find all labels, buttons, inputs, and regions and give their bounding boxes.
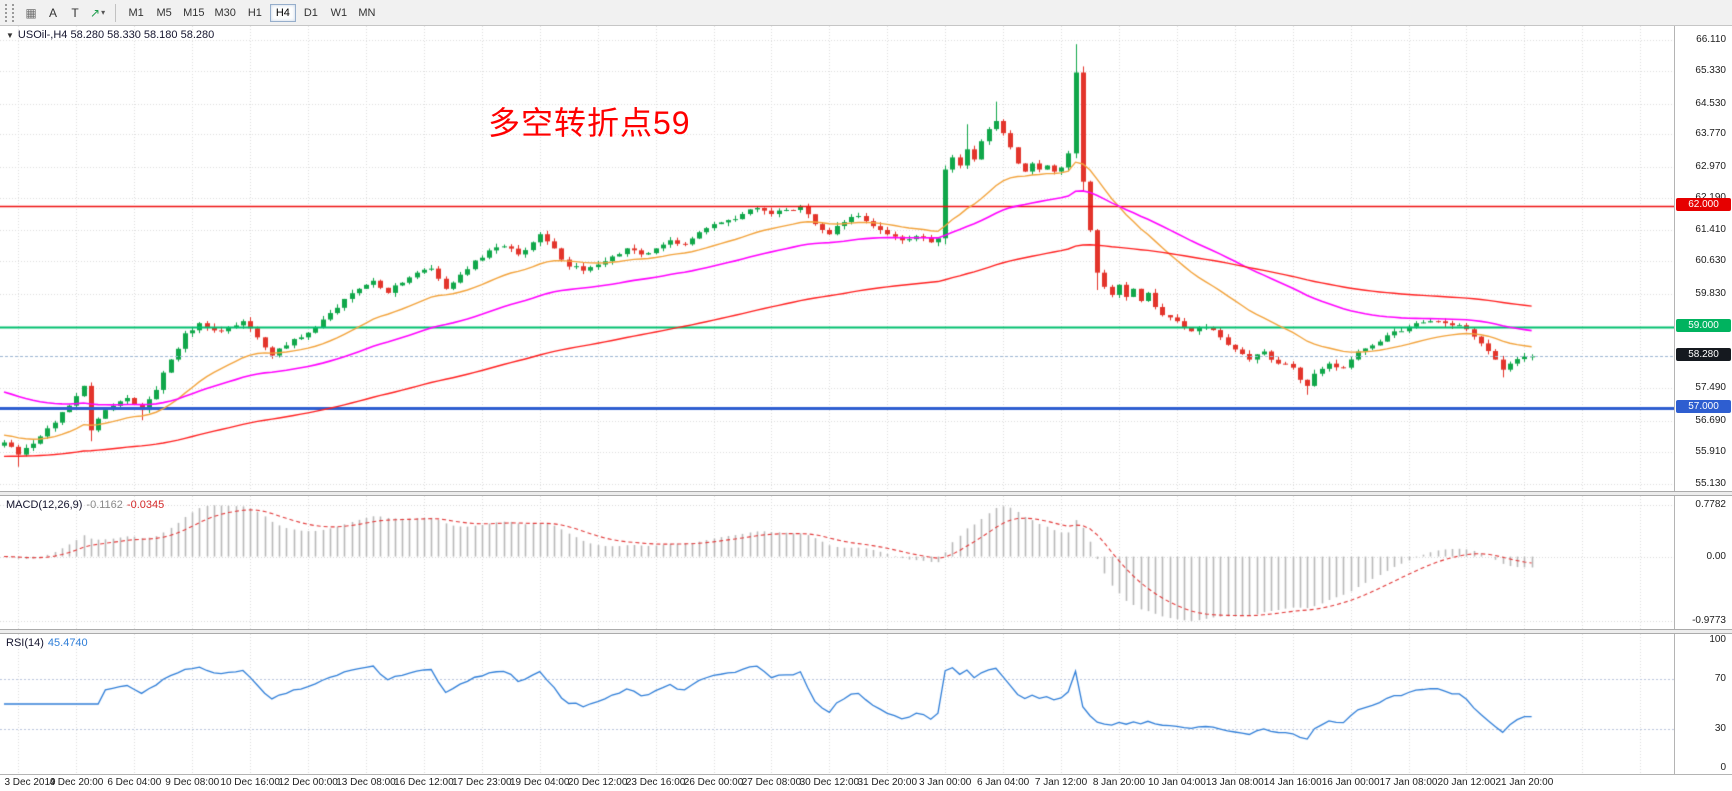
price-panel: ▼ USOil-,H4 58.280 58.330 58.180 58.280 多… [0,26,1732,491]
timeframe-m30-button[interactable]: M30 [210,4,239,22]
time-axis-label: 20 Jan 12:00 [1437,777,1496,788]
price-axis-label: 65.330 [1695,65,1726,77]
time-axis-label: 12 Dec 00:00 [278,777,338,788]
toolbar-icon-buttons: ▦ A T ↗ ▾ [20,3,109,23]
time-axis-label: 13 Jan 08:00 [1205,777,1264,788]
time-axis-label: 27 Dec 08:00 [741,777,802,788]
charts-grid-icon: ▦ [25,5,37,20]
rsi-label: RSI(14) 45.4740 [6,637,88,649]
price-badge-59.000: 59.000 [1676,319,1731,333]
timeframe-h4-button[interactable]: H4 [269,3,296,22]
timeframe-m1-button[interactable]: M1 [123,4,149,22]
price-badge-58.280: 58.280 [1676,348,1731,362]
time-axis[interactable]: 3 Dec 2019 4 Dec 20:00 6 Dec 04:00 9 Dec 08… [0,774,1732,791]
price-axis-label: 62.190 [1695,192,1726,203]
price-axis-label: 63.770 [1695,128,1726,140]
arrow-tool-icon: ↗ [90,5,101,20]
time-axis-label: 31 Dec 20:00 [857,777,918,788]
price-axis-label: 56.690 [1695,414,1726,426]
chart-expand-icon[interactable]: ▼ [6,31,14,40]
price-axis-label: 66.110 [1696,33,1726,45]
macd-canvas[interactable] [0,496,1675,629]
timeframe-w1-button[interactable]: W1 [326,4,352,22]
time-axis-label: 3 Dec 2019 [4,777,56,788]
time-axis-label: 8 Jan 20:00 [1092,777,1146,788]
timeframe-buttons: M1 M5 M15 M30 H1 H4 D1 W1 MN [122,3,381,22]
time-axis-label: 7 Jan 12:00 [1034,777,1088,788]
time-axis-label: 10 Dec 16:00 [220,777,280,788]
macd-axis-label: -0.9773 [1692,614,1726,626]
time-axis-label: 9 Dec 08:00 [165,777,220,788]
time-axis-label: 16 Jan 00:00 [1321,777,1380,788]
time-axis-label: 21 Jan 20:00 [1495,777,1554,788]
macd-label: MACD(12,26,9) -0.1162 -0.0345 [6,499,164,511]
arrow-tool-button[interactable]: ↗ ▾ [86,3,109,23]
price-axis[interactable]: 66.110 65.330 64.530 63.770 62.970 62.190 61.4… [1674,26,1732,491]
dropdown-caret-icon: ▾ [101,8,106,17]
time-axis-label: 30 Dec 12:00 [799,777,860,788]
time-axis-label: 17 Jan 08:00 [1379,777,1438,788]
chart-shift-icon: T [71,5,79,20]
timeframe-m15-button[interactable]: M15 [179,4,208,22]
price-axis-label: 55.130 [1695,477,1726,489]
chart-shift-button[interactable]: T [64,3,86,23]
price-axis-label: 59.830 [1695,287,1726,299]
price-badge-62.000: 62.000 [1676,197,1731,211]
time-axis-label: 26 Dec 00:00 [683,777,744,788]
price-axis-label: 57.490 [1695,382,1726,394]
toolbar-grip[interactable] [5,3,14,22]
price-chart-canvas[interactable] [0,26,1675,491]
panel-separator[interactable] [0,629,1732,634]
rsi-axis-label: 0 [1720,761,1726,773]
rsi-axis-label: 100 [1709,634,1726,646]
macd-main-value: -0.1162 [86,499,123,511]
macd-axis[interactable]: 0.7782 0.00 -0.9773 [1674,496,1732,629]
time-axis-label: 23 Dec 16:00 [625,777,686,788]
price-axis-label: 61.410 [1695,223,1726,235]
toolbar-separator [115,3,117,22]
time-axis-label: 6 Dec 04:00 [107,777,162,788]
time-axis-label: 4 Dec 20:00 [49,777,104,788]
chart-annotation: 多空转折点59 [488,105,691,141]
timeframe-m5-button[interactable]: M5 [151,4,177,22]
chart-title-text: USOil-,H4 58.280 58.330 58.180 58.280 [17,29,215,41]
price-badge-57.000: 57.000 [1676,400,1731,414]
timeframe-mn-button[interactable]: MN [354,4,380,22]
rsi-canvas[interactable] [0,634,1675,774]
time-axis-label: 20 Dec 12:00 [567,777,628,788]
rsi-axis-label: 30 [1714,723,1726,735]
timeframe-h1-button[interactable]: H1 [242,4,268,22]
price-axis-label: 62.970 [1695,160,1726,172]
time-axis-label: 19 Dec 04:00 [510,777,570,788]
time-axis-label: 13 Dec 08:00 [336,777,396,788]
timeframe-d1-button[interactable]: D1 [298,4,324,22]
macd-name: MACD(12,26,9) [6,499,83,511]
macd-axis-label: 0.00 [1706,550,1726,562]
rsi-axis-label: 70 [1714,672,1726,684]
price-axis-label: 60.630 [1695,255,1726,267]
rsi-name: RSI(14) [6,637,44,649]
macd-axis-label: 0.7782 [1695,499,1726,511]
auto-scroll-button[interactable]: A [42,3,64,23]
time-axis-label: 16 Dec 12:00 [394,777,454,788]
macd-signal-value: -0.0345 [126,499,165,511]
rsi-value: 45.4740 [47,637,88,649]
time-axis-label: 14 Jan 16:00 [1263,777,1322,788]
rsi-panel: RSI(14) 45.4740 100 70 30 0 [0,634,1732,774]
price-axis-label: 64.530 [1695,97,1726,109]
macd-panel: MACD(12,26,9) -0.1162 -0.0345 0.7782 0.00 -0… [0,496,1732,629]
panel-separator[interactable] [0,491,1732,496]
rsi-axis[interactable]: 100 70 30 0 [1674,634,1732,774]
charts-grid-button[interactable]: ▦ [20,3,42,23]
chart-title: ▼ USOil-,H4 58.280 58.330 58.180 58.280 [6,29,214,41]
price-axis-label: 55.910 [1695,446,1726,458]
chart-toolbar: ▦ A T ↗ ▾ M1 M5 M15 M30 H1 H4 D1 W1 MN [0,0,1732,26]
time-axis-label: 6 Jan 04:00 [976,777,1030,788]
time-axis-label: 3 Jan 00:00 [919,777,972,788]
time-axis-label: 17 Dec 23:00 [452,777,512,788]
auto-scroll-icon: A [48,5,57,20]
time-axis-label: 10 Jan 04:00 [1147,777,1206,788]
